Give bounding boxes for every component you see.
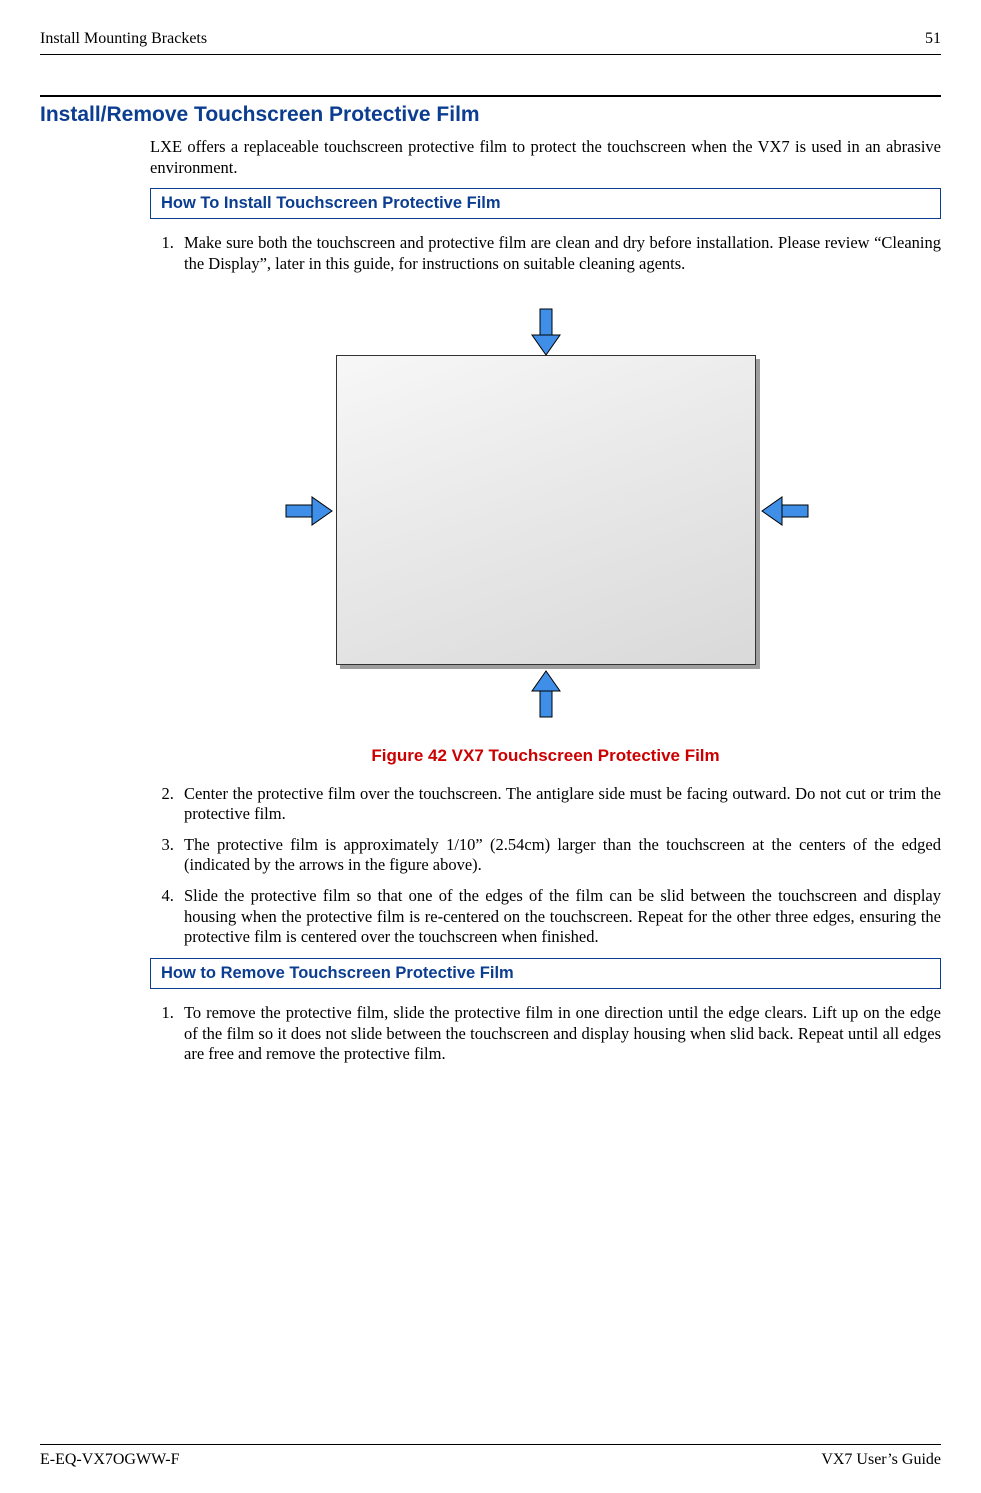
install-steps-list-contd: Center the protective film over the touc… xyxy=(150,784,941,948)
arrow-right-icon xyxy=(284,493,334,529)
running-footer-left: E-EQ-VX7OGWW-F xyxy=(40,1451,180,1469)
install-step-4: Slide the protective film so that one of… xyxy=(178,886,941,948)
install-steps-list: Make sure both the touchscreen and prote… xyxy=(150,233,941,274)
install-step-2: Center the protective film over the touc… xyxy=(178,784,941,825)
screen-rectangle xyxy=(336,355,756,665)
figure-caption: Figure 42 VX7 Touchscreen Protective Fil… xyxy=(150,746,941,766)
remove-steps-list: To remove the protective film, slide the… xyxy=(150,1003,941,1065)
section-top-rule xyxy=(40,95,941,97)
figure-container xyxy=(150,303,941,728)
section-title: Install/Remove Touchscreen Protective Fi… xyxy=(40,103,941,127)
protective-film-diagram xyxy=(286,303,806,723)
howto-remove-label: How to Remove Touchscreen Protective Fil… xyxy=(161,964,514,982)
remove-step-1: To remove the protective film, slide the… xyxy=(178,1003,941,1065)
howto-remove-box: How to Remove Touchscreen Protective Fil… xyxy=(150,958,941,989)
running-header-left: Install Mounting Brackets xyxy=(40,30,207,48)
howto-install-label: How To Install Touchscreen Protective Fi… xyxy=(161,194,501,212)
install-step-3: The protective film is approximately 1/1… xyxy=(178,835,941,876)
running-footer-right: VX7 User’s Guide xyxy=(821,1451,941,1469)
arrow-left-icon xyxy=(760,493,810,529)
page-number: 51 xyxy=(925,30,941,48)
arrow-down-icon xyxy=(528,307,564,355)
arrow-up-icon xyxy=(528,669,564,717)
install-step-1: Make sure both the touchscreen and prote… xyxy=(178,233,941,274)
intro-paragraph: LXE offers a replaceable touchscreen pro… xyxy=(150,137,941,178)
howto-install-box: How To Install Touchscreen Protective Fi… xyxy=(150,188,941,219)
